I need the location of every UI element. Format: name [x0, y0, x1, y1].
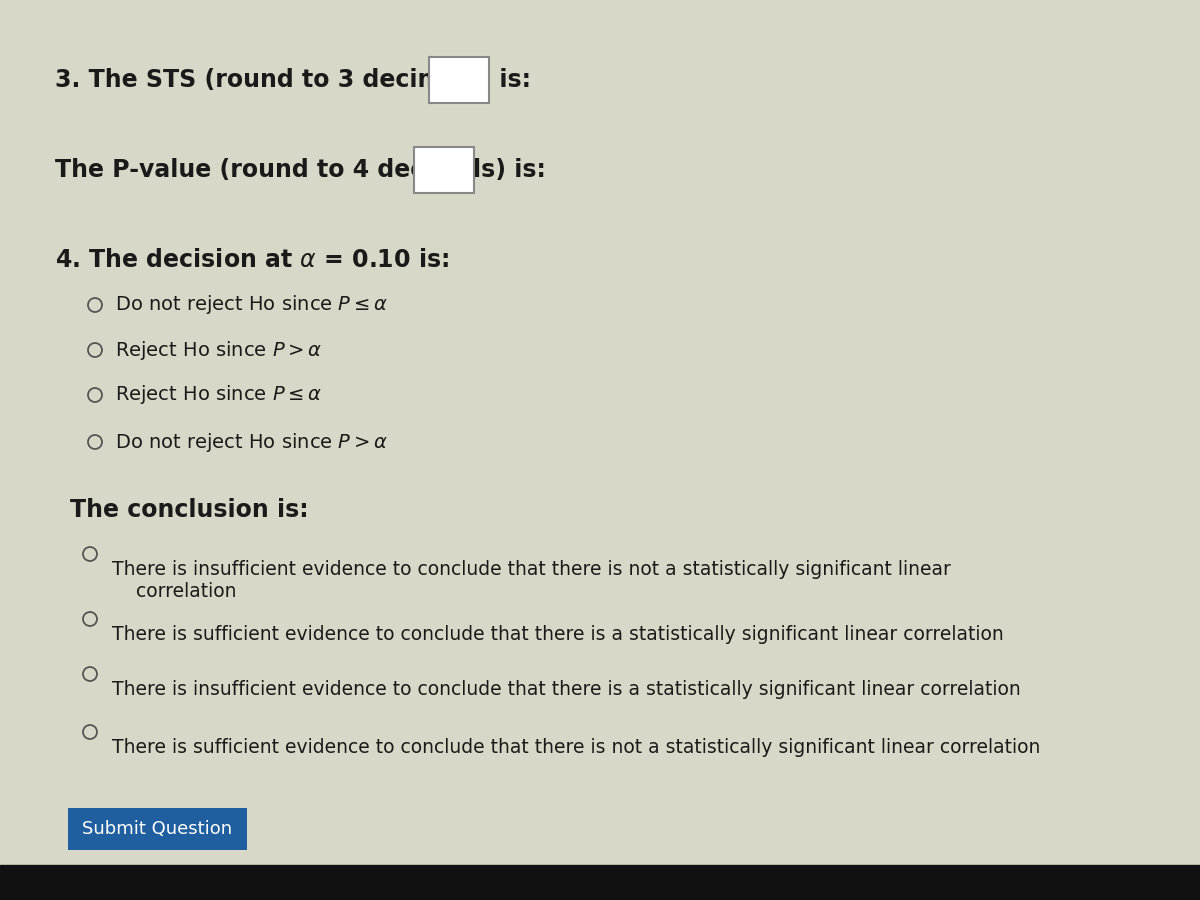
Text: The conclusion is:: The conclusion is:: [70, 498, 308, 522]
FancyBboxPatch shape: [68, 808, 247, 850]
Text: The P-value (round to 4 decimals) is:: The P-value (round to 4 decimals) is:: [55, 158, 546, 182]
FancyBboxPatch shape: [430, 57, 490, 103]
Text: There is sufficient evidence to conclude that there is not a statistically signi: There is sufficient evidence to conclude…: [112, 738, 1040, 757]
Text: Do not reject Ho since $P > \alpha$: Do not reject Ho since $P > \alpha$: [115, 430, 388, 454]
Text: There is insufficient evidence to conclude that there is not a statistically sig: There is insufficient evidence to conclu…: [112, 560, 950, 601]
Text: Reject Ho since $P > \alpha$: Reject Ho since $P > \alpha$: [115, 338, 323, 362]
Text: There is sufficient evidence to conclude that there is a statistically significa: There is sufficient evidence to conclude…: [112, 625, 1003, 644]
Text: 4. The decision at $\alpha$ = 0.10 is:: 4. The decision at $\alpha$ = 0.10 is:: [55, 248, 449, 272]
Bar: [0, 865, 1200, 900]
Text: Do not reject Ho since $P \leq \alpha$: Do not reject Ho since $P \leq \alpha$: [115, 293, 388, 317]
FancyBboxPatch shape: [414, 147, 474, 193]
Text: There is insufficient evidence to conclude that there is a statistically signifi: There is insufficient evidence to conclu…: [112, 680, 1021, 699]
Text: Reject Ho since $P \leq \alpha$: Reject Ho since $P \leq \alpha$: [115, 383, 323, 407]
Text: Submit Question: Submit Question: [83, 820, 233, 838]
Text: 3. The STS (round to 3 decimals) is:: 3. The STS (round to 3 decimals) is:: [55, 68, 530, 92]
